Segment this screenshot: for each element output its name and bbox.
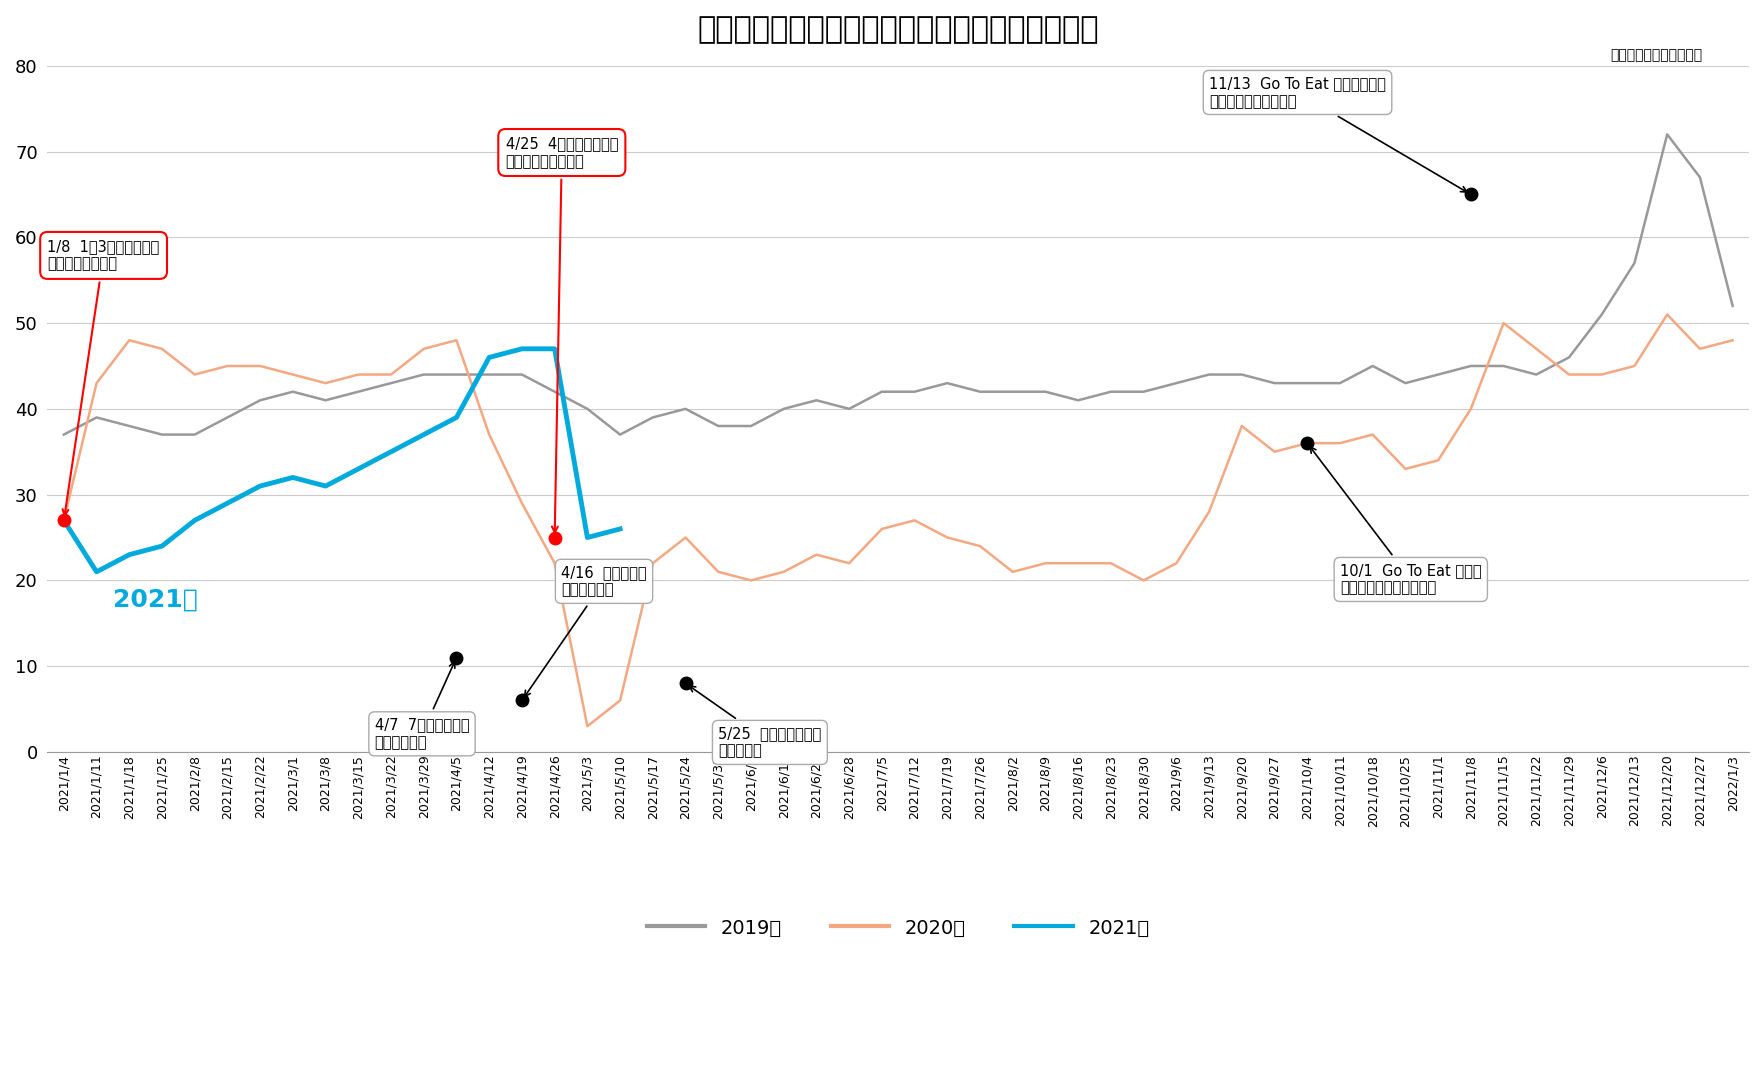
Text: 出典：株式会社エビソル: 出典：株式会社エビソル bbox=[1611, 48, 1702, 62]
Text: 2021年: 2021年 bbox=[113, 587, 198, 611]
Text: 1/8  1都3県に二度目の
緊急事態宣言発令: 1/8 1都3県に二度目の 緊急事態宣言発令 bbox=[48, 239, 161, 515]
Text: 4/7  7都府県に緊急
事態宣言発令: 4/7 7都府県に緊急 事態宣言発令 bbox=[374, 662, 469, 750]
Title: 全国における１店舗あたりの平均予約件数の推移: 全国における１店舗あたりの平均予約件数の推移 bbox=[697, 15, 1099, 44]
Text: 10/1  Go To Eat キャン
ペーンが全国で順次開始: 10/1 Go To Eat キャン ペーンが全国で順次開始 bbox=[1311, 446, 1482, 596]
Legend: 2019年, 2020年, 2021年: 2019年, 2020年, 2021年 bbox=[637, 908, 1159, 948]
Text: 4/16  全国に緊急
事態宣言発令: 4/16 全国に緊急 事態宣言発令 bbox=[524, 565, 647, 696]
Text: 4/25  4都府県に三度目
の緊急事態宣言発令: 4/25 4都府県に三度目 の緊急事態宣言発令 bbox=[506, 137, 617, 533]
Text: 11/13  Go To Eat キャンペーン
ポイント付与終了予告: 11/13 Go To Eat キャンペーン ポイント付与終了予告 bbox=[1208, 76, 1468, 192]
Text: 5/25  全国で緊急事態
宣言が解除: 5/25 全国で緊急事態 宣言が解除 bbox=[690, 686, 822, 758]
